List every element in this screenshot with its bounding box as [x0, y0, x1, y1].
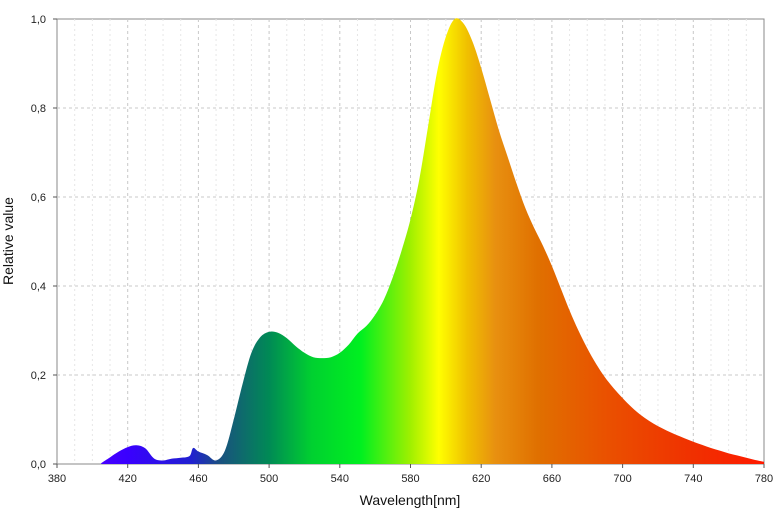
- y-axis-title: Relative value: [0, 197, 16, 285]
- y-tick-label: 0,8: [31, 103, 46, 115]
- x-tick-label: 420: [119, 473, 137, 485]
- y-tick-label: 0,6: [31, 192, 46, 204]
- x-tick-label: 580: [401, 473, 419, 485]
- y-tick-label: 0,4: [31, 281, 46, 293]
- y-tick-label: 1,0: [31, 14, 46, 26]
- x-tick-label: 740: [684, 473, 702, 485]
- y-tick-label: 0,2: [31, 370, 46, 382]
- x-axis-title: Wavelength[nm]: [360, 492, 461, 508]
- spectrum-area: [101, 18, 764, 464]
- x-tick-label: 500: [260, 473, 278, 485]
- y-axis: 0,0 0,2 0,4 0,6 0,8 1,0: [31, 14, 57, 471]
- x-tick-label: 700: [613, 473, 631, 485]
- x-axis: 380 420 460 500 540 580 620 660 700 740 780: [48, 464, 773, 485]
- x-tick-label: 780: [755, 473, 773, 485]
- x-tick-label: 540: [331, 473, 349, 485]
- x-tick-label: 660: [543, 473, 561, 485]
- y-tick-label: 0,0: [31, 459, 46, 471]
- x-tick-label: 460: [189, 473, 207, 485]
- x-tick-label: 620: [472, 473, 490, 485]
- x-tick-label: 380: [48, 473, 66, 485]
